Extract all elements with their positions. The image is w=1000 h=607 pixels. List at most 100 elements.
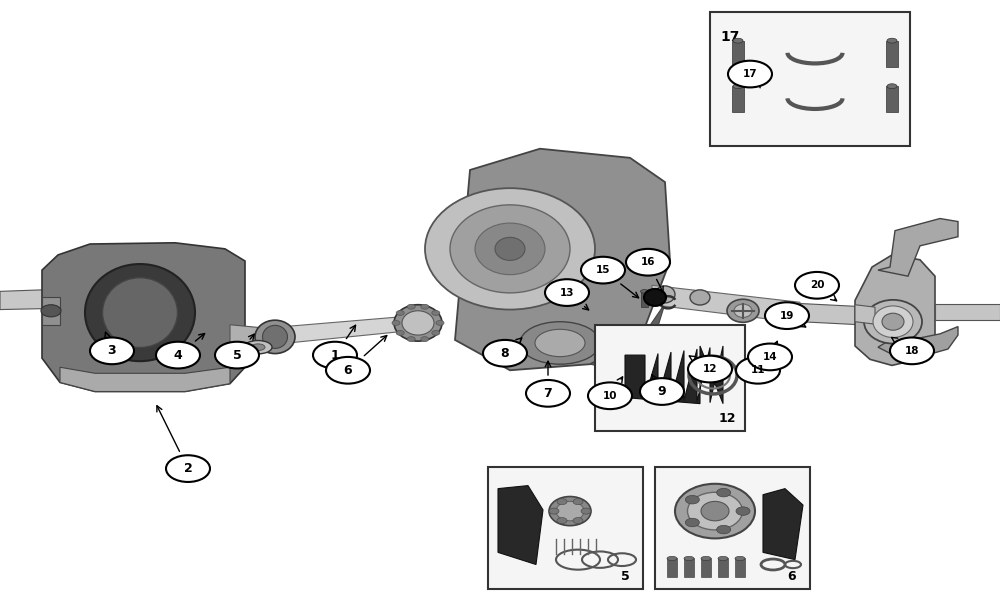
Circle shape	[421, 337, 429, 342]
Text: 18: 18	[905, 346, 919, 356]
Ellipse shape	[675, 484, 755, 538]
Text: 17: 17	[743, 69, 757, 79]
Text: 15: 15	[596, 265, 610, 275]
Ellipse shape	[103, 278, 178, 347]
Circle shape	[526, 380, 570, 407]
Ellipse shape	[394, 305, 442, 341]
FancyBboxPatch shape	[710, 12, 910, 146]
Circle shape	[890, 337, 934, 364]
Polygon shape	[0, 288, 85, 310]
Ellipse shape	[733, 84, 743, 89]
Ellipse shape	[701, 501, 729, 521]
Circle shape	[432, 330, 440, 335]
Circle shape	[685, 518, 699, 527]
Circle shape	[685, 495, 699, 504]
Circle shape	[736, 357, 780, 384]
Text: 9: 9	[658, 385, 666, 398]
Polygon shape	[886, 86, 898, 112]
Polygon shape	[763, 489, 803, 560]
Ellipse shape	[425, 188, 595, 310]
Ellipse shape	[535, 329, 585, 356]
Circle shape	[581, 257, 625, 283]
Polygon shape	[684, 558, 694, 577]
Polygon shape	[878, 219, 958, 276]
Ellipse shape	[644, 289, 666, 306]
Circle shape	[407, 337, 415, 342]
Polygon shape	[230, 325, 275, 345]
Circle shape	[313, 342, 357, 368]
Circle shape	[728, 61, 772, 87]
Text: 12: 12	[703, 364, 717, 374]
Circle shape	[588, 382, 632, 409]
Circle shape	[688, 356, 732, 382]
Text: 1: 1	[331, 348, 339, 362]
Text: 12: 12	[718, 412, 736, 425]
Ellipse shape	[873, 306, 913, 337]
Text: 3: 3	[108, 344, 116, 358]
FancyBboxPatch shape	[655, 467, 810, 589]
Circle shape	[436, 320, 444, 325]
Polygon shape	[590, 304, 665, 370]
Circle shape	[573, 498, 583, 504]
Ellipse shape	[701, 556, 711, 561]
Ellipse shape	[251, 344, 265, 351]
Polygon shape	[855, 255, 935, 365]
Circle shape	[215, 342, 259, 368]
Polygon shape	[652, 285, 800, 323]
Ellipse shape	[85, 264, 195, 361]
Text: 19: 19	[780, 311, 794, 320]
Text: 10: 10	[603, 391, 617, 401]
Ellipse shape	[718, 556, 728, 561]
Polygon shape	[625, 346, 723, 404]
Circle shape	[392, 320, 400, 325]
Ellipse shape	[244, 341, 272, 354]
Ellipse shape	[255, 320, 295, 353]
Ellipse shape	[887, 84, 897, 89]
Text: 14: 14	[763, 352, 777, 362]
Text: 16: 16	[641, 257, 655, 267]
Polygon shape	[855, 305, 875, 324]
Ellipse shape	[727, 299, 759, 322]
Circle shape	[581, 508, 591, 514]
Ellipse shape	[864, 300, 922, 344]
Ellipse shape	[655, 286, 675, 303]
Polygon shape	[701, 558, 711, 577]
Ellipse shape	[882, 313, 904, 330]
Polygon shape	[735, 558, 745, 577]
Polygon shape	[455, 149, 670, 370]
Ellipse shape	[690, 290, 710, 305]
Text: 5: 5	[621, 570, 629, 583]
Polygon shape	[935, 304, 1000, 320]
Text: 4: 4	[174, 348, 182, 362]
Polygon shape	[732, 86, 744, 112]
Polygon shape	[718, 558, 728, 577]
Circle shape	[573, 518, 583, 524]
Polygon shape	[732, 41, 744, 67]
Text: 8: 8	[501, 347, 509, 360]
Circle shape	[156, 342, 200, 368]
Text: 6: 6	[788, 570, 796, 583]
Ellipse shape	[733, 38, 743, 43]
Circle shape	[407, 304, 415, 309]
Circle shape	[421, 304, 429, 309]
Polygon shape	[42, 297, 60, 325]
Ellipse shape	[667, 556, 677, 561]
Circle shape	[549, 508, 559, 514]
Circle shape	[557, 498, 567, 504]
Polygon shape	[886, 41, 898, 67]
Polygon shape	[800, 304, 860, 325]
Circle shape	[717, 489, 731, 497]
Text: 7: 7	[544, 387, 552, 400]
Ellipse shape	[495, 237, 525, 260]
Circle shape	[626, 249, 670, 276]
Ellipse shape	[735, 556, 745, 561]
Text: 20: 20	[810, 280, 824, 290]
Polygon shape	[42, 243, 245, 392]
Ellipse shape	[640, 290, 648, 293]
Ellipse shape	[684, 556, 694, 561]
FancyBboxPatch shape	[595, 325, 745, 431]
Text: 17: 17	[720, 30, 739, 44]
Polygon shape	[641, 291, 648, 307]
Circle shape	[545, 279, 589, 306]
Polygon shape	[878, 327, 958, 357]
